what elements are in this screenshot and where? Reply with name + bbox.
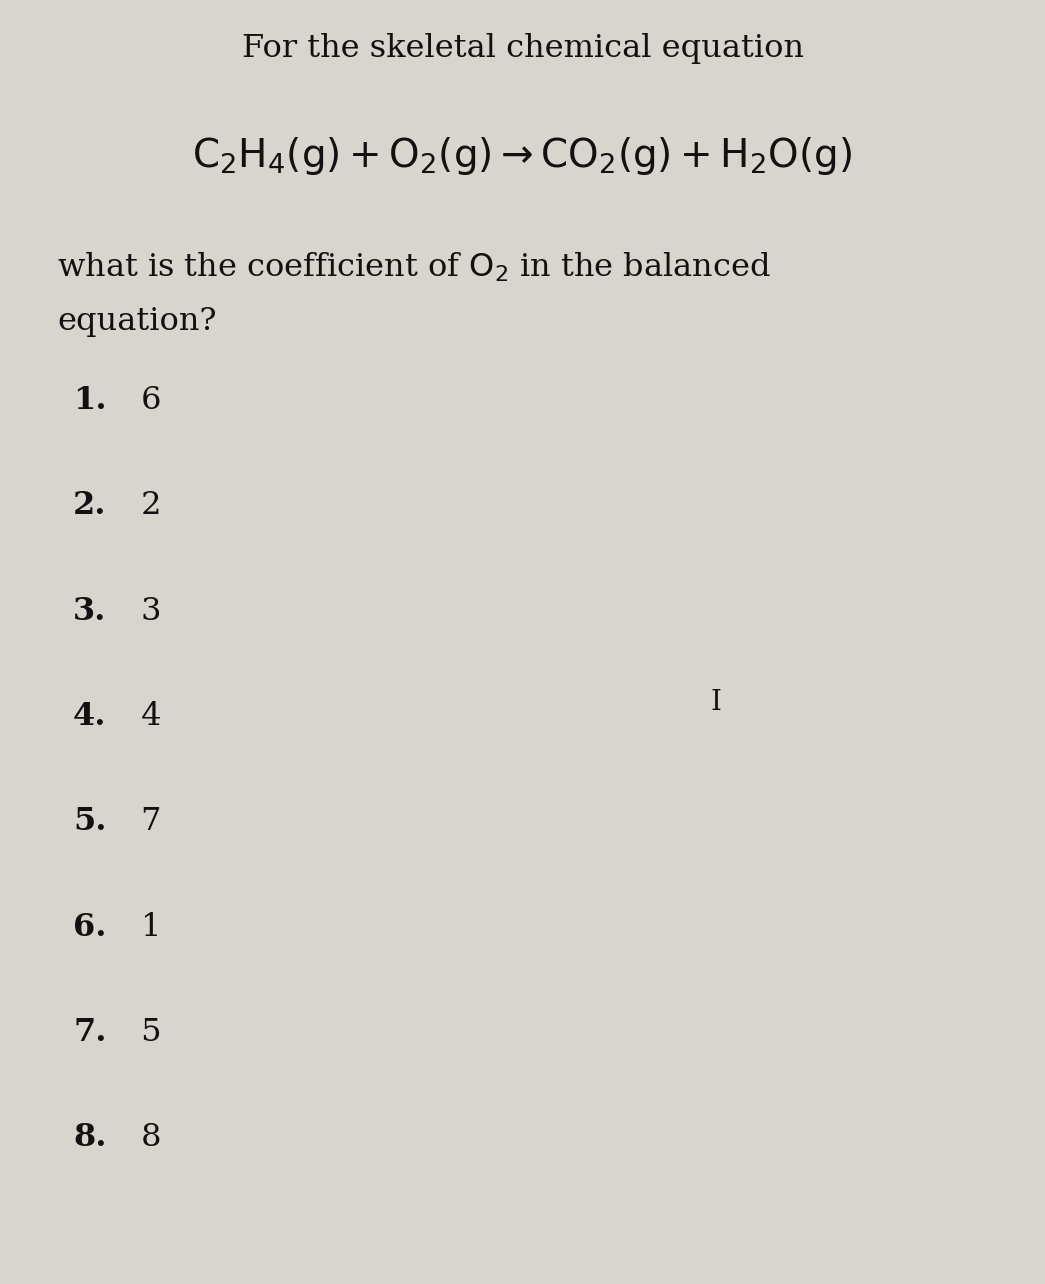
- Text: For the skeletal chemical equation: For the skeletal chemical equation: [241, 33, 804, 64]
- Text: equation?: equation?: [57, 306, 217, 336]
- Text: 1: 1: [131, 912, 161, 942]
- Text: 1.: 1.: [73, 385, 107, 416]
- Text: 8.: 8.: [73, 1122, 107, 1153]
- Text: 6.: 6.: [73, 912, 107, 942]
- Text: 3: 3: [131, 596, 161, 627]
- Text: 5: 5: [131, 1017, 161, 1048]
- Text: 8: 8: [131, 1122, 161, 1153]
- Text: 2.: 2.: [73, 490, 107, 521]
- Text: 6: 6: [131, 385, 161, 416]
- Text: 7.: 7.: [73, 1017, 107, 1048]
- Text: 4: 4: [131, 701, 161, 732]
- Text: 3.: 3.: [73, 596, 107, 627]
- Text: what is the coefficient of $\mathrm{O_2}$ in the balanced: what is the coefficient of $\mathrm{O_2}…: [57, 250, 771, 284]
- Text: 2: 2: [131, 490, 161, 521]
- Text: $\mathrm{C_2H_4(g) + O_2(g) \rightarrow CO_2(g) + H_2O(g)}$: $\mathrm{C_2H_4(g) + O_2(g) \rightarrow …: [192, 135, 853, 177]
- Text: 5.: 5.: [73, 806, 107, 837]
- Text: 4.: 4.: [73, 701, 107, 732]
- Text: 7: 7: [131, 806, 161, 837]
- Text: I: I: [711, 688, 721, 716]
